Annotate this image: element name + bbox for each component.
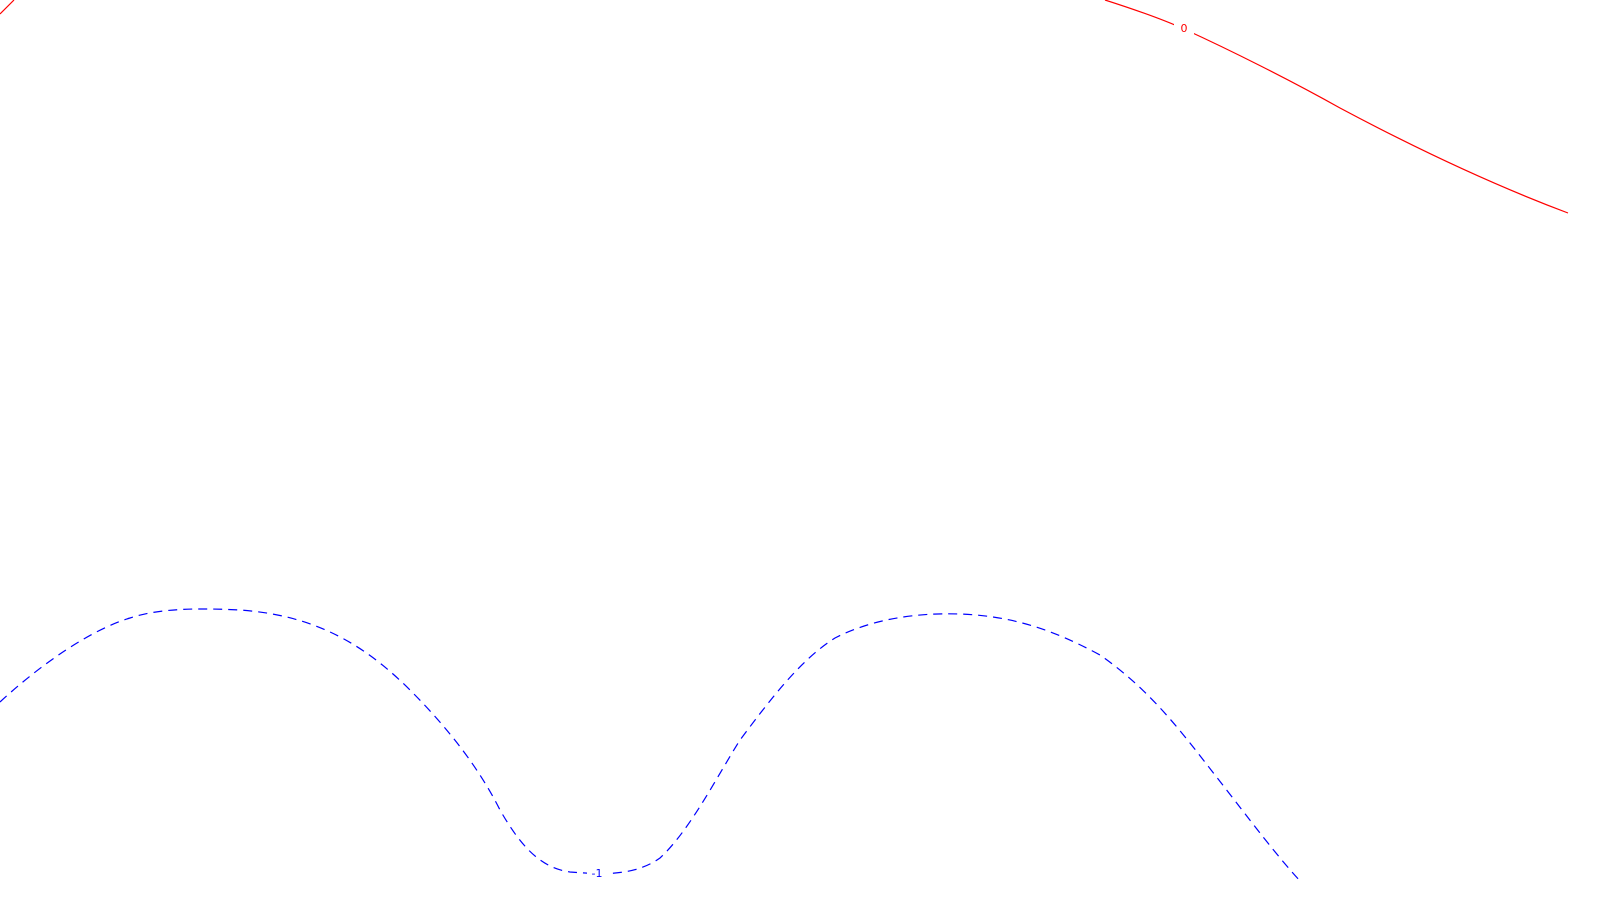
contour-line-level-0	[0, 0, 1569, 214]
contour-line-level-neg1	[0, 608, 1303, 884]
contour-label-level-neg1: -1	[592, 867, 603, 880]
contour-label-level-0: 0	[1181, 22, 1188, 35]
contour-label-background	[1174, 23, 1194, 35]
contour-label-background	[587, 868, 607, 880]
contour-lines: 0 -1	[0, 0, 1569, 884]
